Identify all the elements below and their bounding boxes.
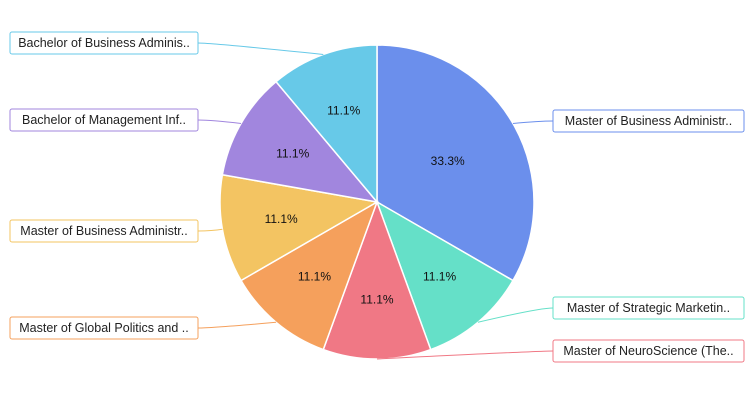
- leader-line: [197, 228, 223, 232]
- pie-slice[interactable]: [275, 44, 378, 205]
- callout-label: Bachelor of Business Adminis..: [18, 36, 190, 50]
- callout-label: Bachelor of Management Inf..: [22, 113, 186, 127]
- leader-line: [197, 321, 277, 329]
- pie-slices: [219, 44, 535, 360]
- pie-slice[interactable]: [219, 173, 380, 282]
- callout-box: [9, 31, 199, 55]
- callout-labels: Master of Business Administr.. Master of …: [9, 31, 745, 363]
- callout-label: Master of Business Administr..: [20, 224, 187, 238]
- slice-percent-label: 11.1%: [276, 146, 309, 160]
- callout-box: [9, 108, 199, 132]
- leader-line: [197, 119, 242, 124]
- callout-label: Master of Business Administr..: [565, 114, 732, 128]
- slice-percent-label: 11.1%: [265, 212, 298, 226]
- callout-label: Master of Global Politics and ..: [19, 321, 189, 335]
- slice-percent-label: 11.1%: [360, 292, 393, 306]
- slice-percent-label: 11.1%: [327, 104, 360, 118]
- leader-line: [197, 42, 324, 55]
- callout-label: Master of NeuroScience (The..: [563, 344, 733, 358]
- pie-slice[interactable]: [240, 200, 379, 351]
- callout-box: [552, 296, 745, 320]
- leader-line: [376, 350, 554, 360]
- callout-label: Master of Strategic Marketin..: [567, 301, 730, 315]
- slice-percent-label: 11.1%: [423, 270, 456, 284]
- callout-box: [552, 339, 745, 363]
- callout-box: [552, 109, 745, 133]
- leader-line: [477, 307, 554, 323]
- percent-labels: 33.3% 11.1% 11.1% 11.1% 11.1% 11.1% 11.1%: [265, 104, 465, 307]
- leader-line: [512, 120, 554, 124]
- pie-slice[interactable]: [375, 200, 514, 351]
- slice-percent-label: 33.3%: [431, 154, 465, 168]
- slice-percent-label: 11.1%: [298, 270, 331, 284]
- callout-box: [9, 219, 199, 243]
- callout-box: [9, 316, 199, 340]
- pie-slice[interactable]: [221, 80, 379, 204]
- leader-lines: [197, 42, 554, 360]
